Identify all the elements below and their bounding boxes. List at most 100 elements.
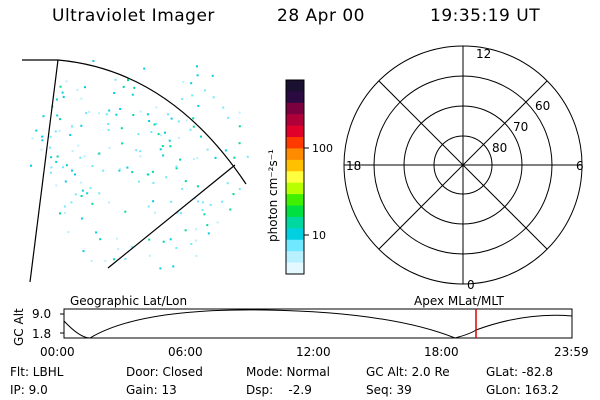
emission-speck	[170, 117, 173, 120]
emission-speck	[59, 118, 61, 121]
emission-speck	[59, 212, 61, 215]
emission-speck	[131, 93, 134, 96]
polar-grid: 12 18 6 0 80 70 60	[343, 45, 584, 292]
emission-speck	[55, 160, 58, 163]
emission-speck	[155, 106, 158, 109]
emission-speck	[98, 112, 100, 115]
emission-speck	[226, 182, 229, 185]
emission-speck	[182, 81, 185, 84]
emission-speck	[184, 180, 187, 183]
emission-speck	[56, 155, 59, 158]
emission-speck	[54, 130, 57, 133]
emission-speck	[238, 111, 241, 114]
time-label: 19:35:19 UT	[430, 6, 541, 26]
emission-speck	[50, 166, 53, 169]
emission-speck	[41, 139, 44, 142]
emission-speck	[211, 74, 214, 77]
emission-speck	[146, 173, 148, 176]
emission-speck	[197, 200, 199, 203]
emission-speck	[168, 139, 171, 142]
emission-speck	[162, 240, 165, 243]
emission-speck	[222, 106, 225, 109]
dsp-value: Dsp: -2.9	[246, 383, 312, 397]
emission-speck	[154, 211, 156, 214]
emission-speck	[80, 195, 83, 197]
color-bar-cell	[286, 171, 304, 184]
emission-speck	[201, 209, 204, 211]
emission-speck	[176, 211, 179, 214]
emission-speck	[132, 114, 135, 116]
emission-speck	[148, 238, 151, 241]
emission-speck	[177, 136, 180, 139]
emission-speck	[77, 144, 80, 147]
emission-speck	[98, 192, 101, 195]
emission-speck	[190, 82, 193, 85]
emission-speck	[80, 97, 83, 100]
emission-speck	[104, 260, 107, 262]
color-bar-cell	[286, 159, 304, 172]
instrument-title: Ultraviolet Imager	[52, 6, 215, 26]
emission-speck	[147, 173, 150, 176]
emission-speck	[62, 96, 65, 98]
emission-speck	[194, 197, 197, 200]
emission-speck	[131, 171, 134, 174]
emission-speck	[81, 217, 83, 220]
emission-speck	[131, 246, 134, 249]
emission-speck	[175, 165, 178, 168]
emission-speck	[203, 213, 206, 216]
swath-edge-right	[107, 164, 236, 269]
ytick-bottom: 1.8	[32, 327, 51, 341]
emission-speck	[196, 74, 199, 77]
emission-speck	[121, 142, 124, 145]
color-bar: 100 10 photon cm⁻²s⁻¹	[266, 79, 333, 275]
emission-speck	[146, 113, 149, 116]
emission-speck	[148, 254, 151, 257]
emission-speck	[196, 157, 199, 160]
emission-speck	[102, 169, 105, 172]
xtick-1200: 12:00	[296, 345, 331, 359]
polar-diagonal-2	[378, 80, 548, 250]
color-bar-cell	[286, 228, 304, 241]
emission-speck	[31, 137, 34, 140]
emission-speck	[170, 200, 173, 203]
emission-speck	[50, 156, 53, 159]
emission-speck	[179, 158, 182, 161]
emission-speck	[196, 65, 198, 68]
emission-speck	[175, 167, 178, 170]
color-bar-cell	[286, 205, 304, 218]
emission-speck	[74, 173, 76, 176]
emission-speck	[216, 221, 219, 224]
filter-value: Flt: LBHL	[10, 365, 64, 379]
timeline-ylabel: GC Alt	[12, 308, 26, 346]
emission-speck	[88, 110, 91, 113]
emission-speck	[184, 229, 187, 232]
color-bar-cell	[286, 125, 304, 138]
emission-speck	[175, 247, 178, 249]
emission-speck	[190, 243, 193, 245]
emission-speck	[98, 152, 101, 155]
emission-speck	[64, 180, 67, 183]
xtick-0600: 06:00	[168, 345, 203, 359]
emission-speck	[185, 119, 188, 122]
emission-speck	[65, 164, 68, 167]
emission-speck	[113, 258, 116, 261]
mlt-label-6: 6	[576, 159, 584, 173]
emission-speck	[79, 156, 82, 159]
emission-speck	[71, 169, 73, 172]
color-bar-cell	[286, 148, 304, 161]
emission-speck	[232, 193, 235, 196]
emission-speck	[84, 86, 86, 89]
emission-speck	[124, 210, 127, 213]
emission-speck	[117, 248, 120, 250]
emission-speck	[122, 85, 125, 88]
emission-speck	[209, 203, 212, 206]
swath-edge-left	[29, 59, 59, 283]
timeline-left-title: Geographic Lat/Lon	[70, 294, 187, 308]
emission-speck	[35, 129, 38, 132]
emission-speck	[71, 125, 73, 128]
emission-speck	[118, 169, 121, 172]
emission-speck	[86, 192, 89, 195]
color-bar-cell	[286, 262, 304, 275]
emission-speck	[114, 78, 117, 81]
